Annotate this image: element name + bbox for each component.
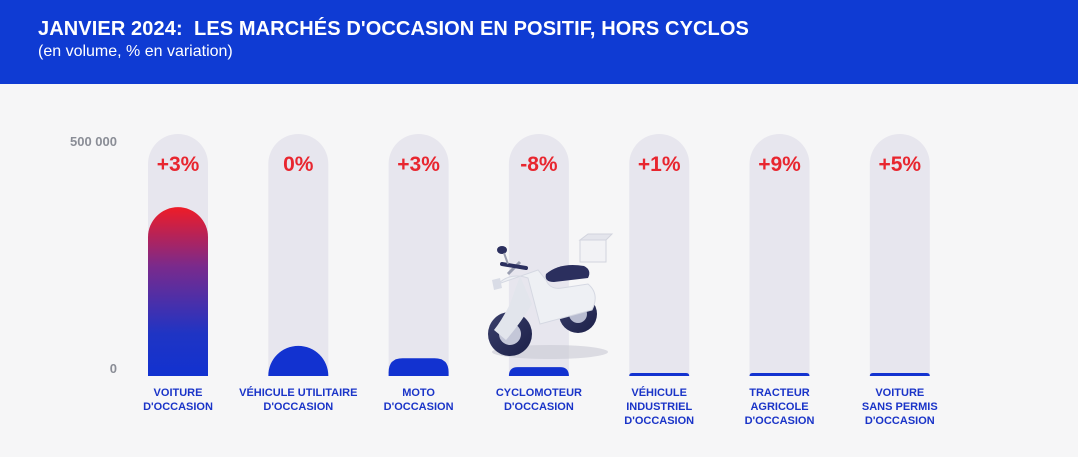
bar-track	[869, 134, 930, 376]
y-tick-label: 500 000	[70, 134, 117, 149]
category-label: D'OCCASION	[504, 401, 574, 413]
bar	[749, 373, 810, 376]
category-label: VÉHICULE UTILITAIRE	[239, 386, 357, 399]
category-label: MOTO	[402, 387, 435, 399]
chart-title: JANVIER 2024: LES MARCHÉS D'OCCASION EN …	[38, 18, 749, 40]
category-label: VÉHICULE	[631, 386, 687, 399]
category-label: TRACTEUR	[749, 387, 810, 399]
change-label: +9%	[758, 153, 801, 176]
bar	[268, 345, 329, 376]
category-label: D'OCCASION	[263, 401, 333, 413]
category-label: D'OCCASION	[624, 415, 694, 427]
bar	[508, 367, 569, 376]
change-label: +1%	[638, 153, 681, 176]
bar	[629, 373, 690, 376]
category-label: D'OCCASION	[384, 401, 454, 413]
bar-track	[629, 134, 690, 376]
category-label: D'OCCASION	[143, 401, 213, 413]
category-label: SANS PERMIS	[862, 401, 938, 413]
change-label: 0%	[283, 153, 314, 176]
chart-header: JANVIER 2024: LES MARCHÉS D'OCCASION EN …	[0, 0, 1078, 84]
bar-track	[388, 134, 449, 376]
change-label: +3%	[157, 153, 200, 176]
category-label: D'OCCASION	[745, 415, 815, 427]
chart-subtitle: (en volume, % en variation)	[38, 43, 233, 60]
scooter-icon	[488, 233, 614, 359]
bar-track	[268, 134, 329, 376]
bar-track	[749, 134, 810, 376]
change-label: +3%	[397, 153, 440, 176]
bar	[869, 373, 930, 376]
category-label: D'OCCASION	[865, 415, 935, 427]
bar	[148, 207, 208, 376]
category-label: CYCLOMOTEUR	[496, 387, 582, 399]
change-label: +5%	[878, 153, 921, 176]
chart-area: +3% 0% +3% -8% +1% +9% +5% VOITURE D'OCCASION VÉ…	[0, 84, 1078, 457]
category-label: VOITURE	[154, 387, 203, 399]
bar-chart: +3% 0% +3% -8% +1% +9% +5% VOITURE D'OCCASION VÉ…	[70, 133, 938, 427]
y-tick-label: 0	[110, 361, 117, 376]
category-label: AGRICOLE	[750, 401, 808, 413]
bar	[388, 358, 449, 376]
category-label: VOITURE	[875, 387, 924, 399]
change-label: -8%	[520, 153, 558, 176]
category-label: INDUSTRIEL	[626, 401, 692, 413]
